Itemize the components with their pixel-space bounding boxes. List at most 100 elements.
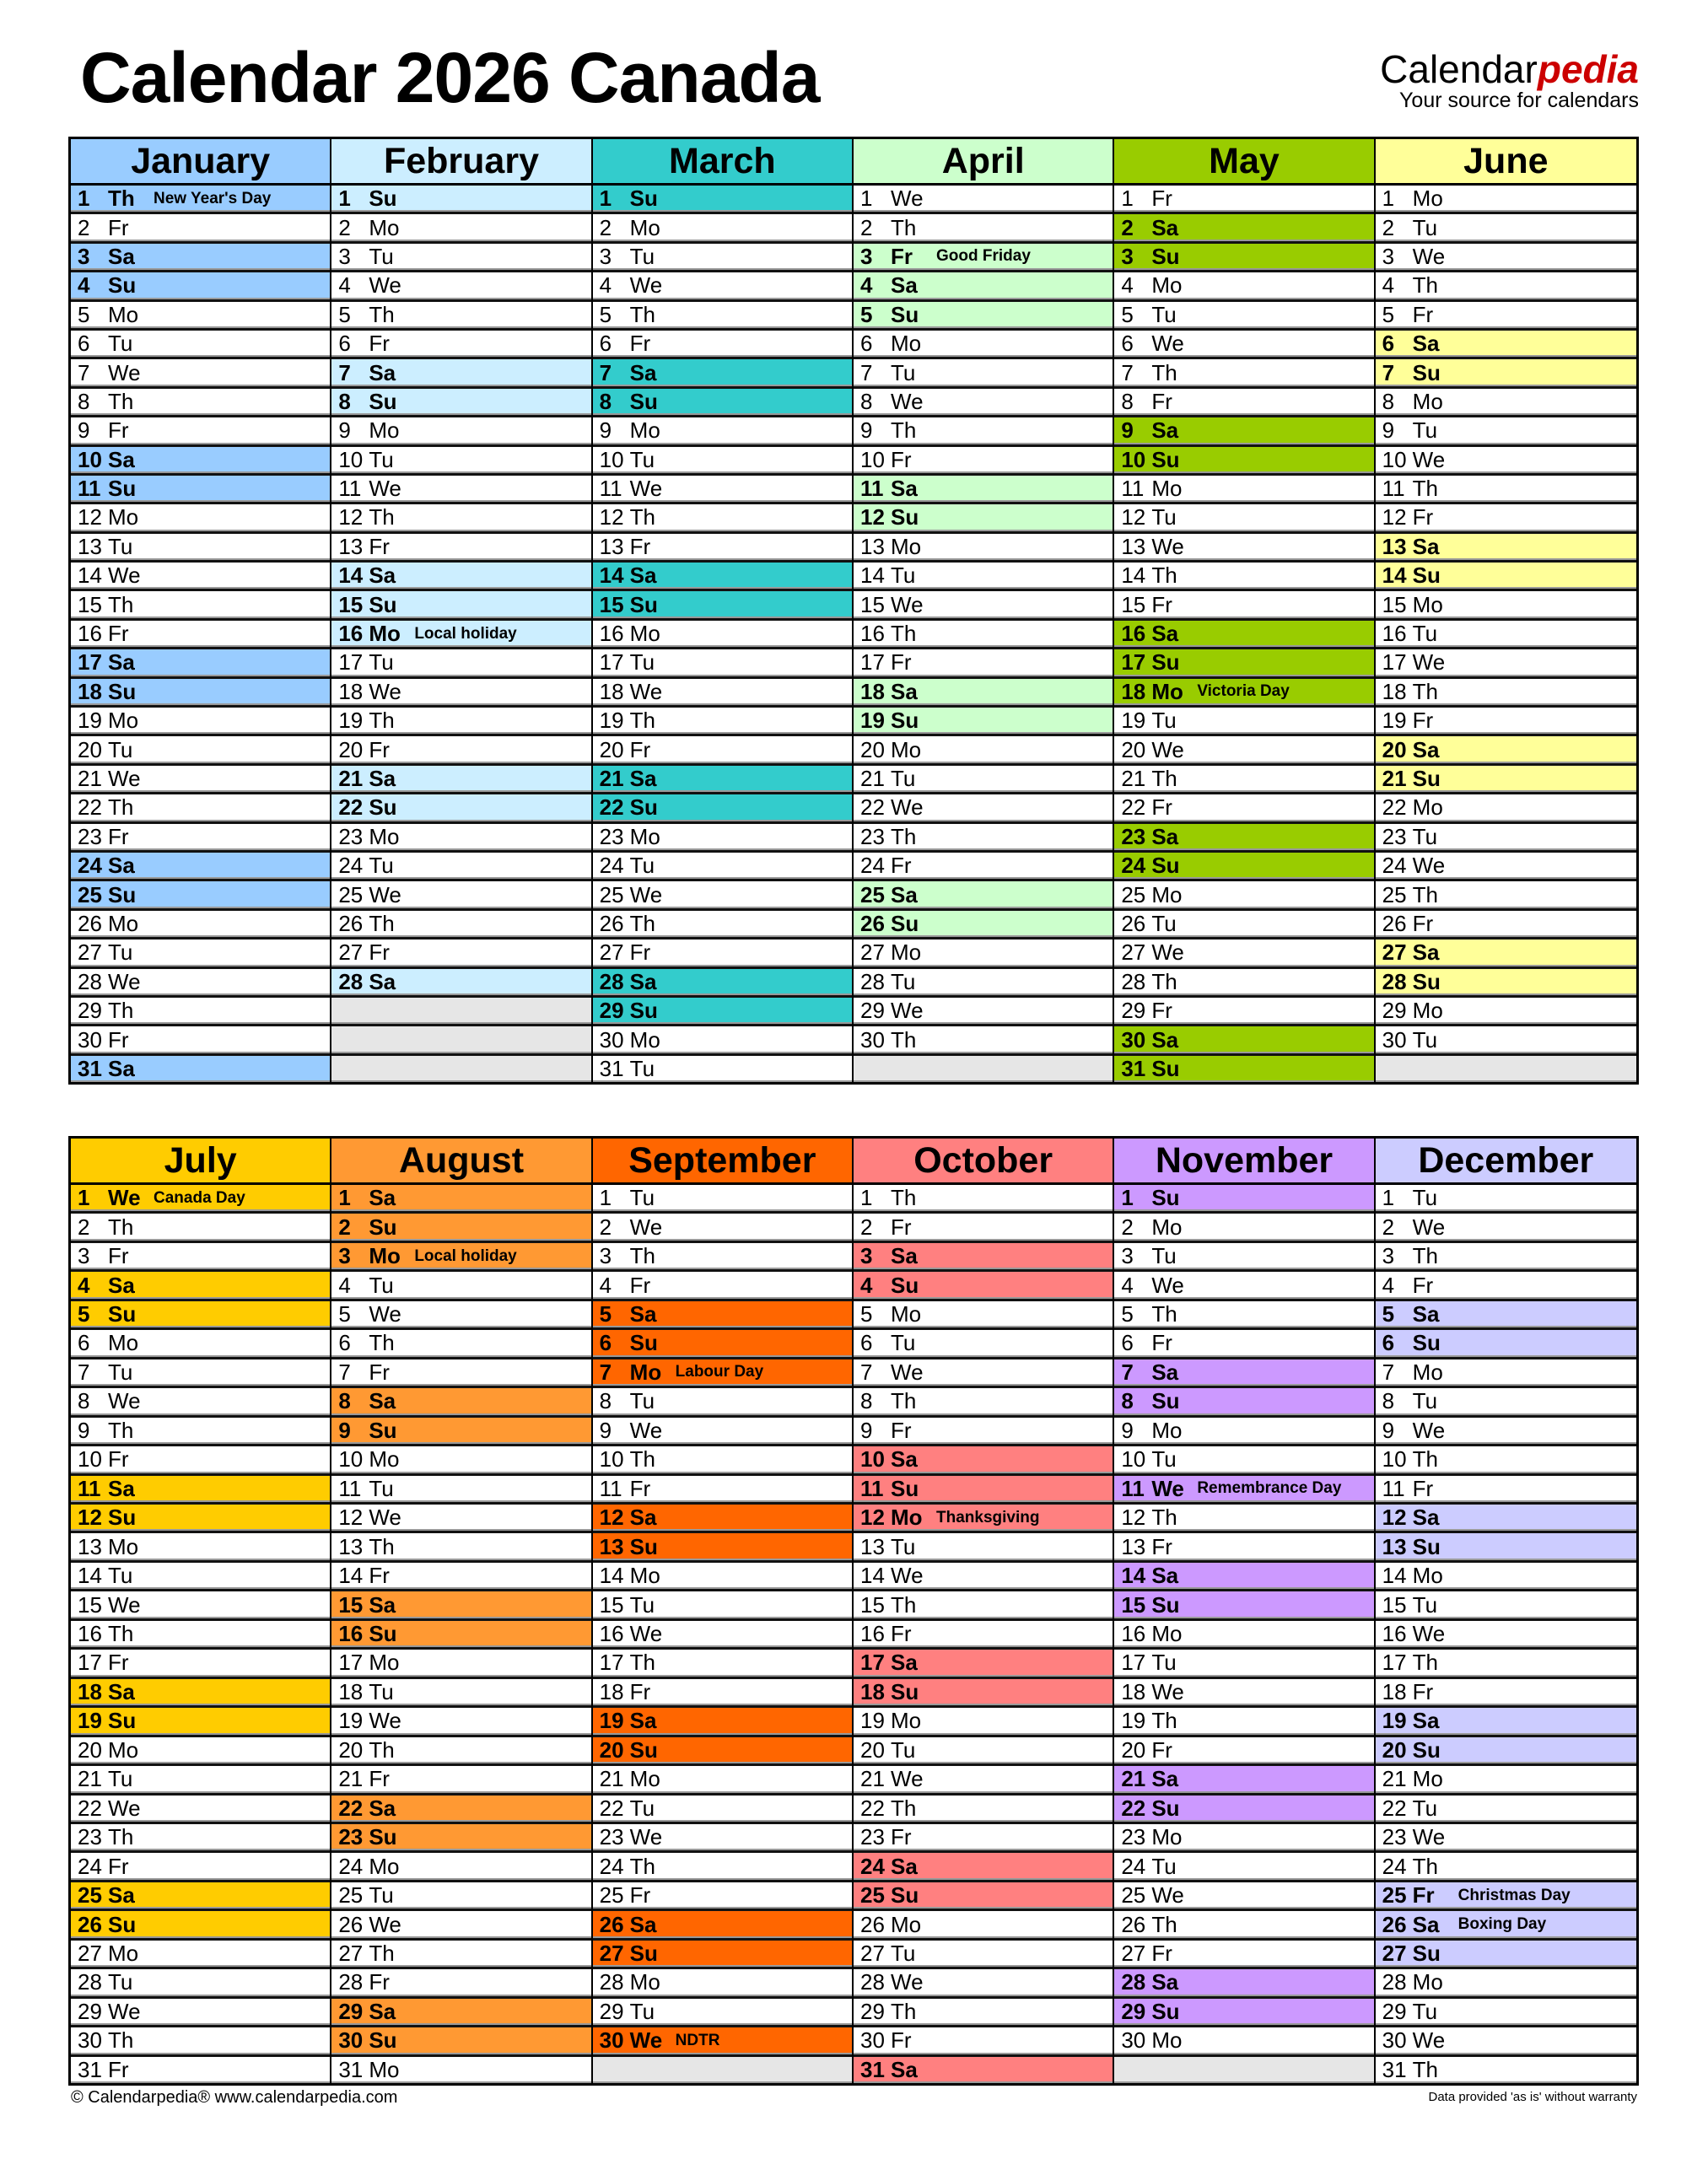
- day-cell: 27 Th: [331, 1941, 591, 1970]
- day-number: 17: [1382, 649, 1407, 676]
- weekday: Su: [629, 1941, 658, 1966]
- day-cell: 9 Fr: [854, 1418, 1113, 1447]
- day-cell: 12 Tu: [1114, 504, 1374, 534]
- day-number: 23: [338, 1824, 364, 1850]
- day-number: 8: [338, 1388, 351, 1414]
- weekday: Sa: [1151, 621, 1179, 647]
- weekday: Su: [108, 272, 137, 299]
- weekday: Mo: [1151, 1621, 1183, 1647]
- day-number: 25: [78, 881, 102, 907]
- day-number: 14: [338, 1563, 364, 1589]
- weekday: Tu: [891, 1533, 916, 1559]
- weekday: Su: [369, 2027, 397, 2054]
- weekday: Su: [108, 881, 137, 907]
- weekday: Fr: [369, 331, 390, 357]
- day-cell: 25 Th: [1375, 881, 1636, 911]
- weekday: Th: [108, 1417, 134, 1443]
- weekday: Tu: [369, 1475, 394, 1501]
- weekday: Mo: [891, 1708, 922, 1734]
- weekday: Th: [1412, 272, 1438, 299]
- weekday: Mo: [1151, 678, 1183, 704]
- day-number: 6: [860, 1330, 873, 1356]
- weekday: Th: [891, 823, 917, 849]
- page-title: Calendar 2026 Canada: [80, 38, 820, 117]
- weekday: Mo: [1412, 998, 1443, 1024]
- day-cell: 3 Th: [592, 1243, 852, 1273]
- weekday: Mo: [1412, 794, 1443, 821]
- day-cell: 2 Sa: [1114, 214, 1374, 244]
- weekday: Mo: [629, 621, 660, 647]
- day-number: 8: [599, 1388, 612, 1414]
- day-number: 23: [599, 823, 624, 849]
- weekday: Fr: [629, 1272, 651, 1298]
- weekday: Mo: [1412, 1359, 1443, 1385]
- day-cell: 18 Tu: [331, 1679, 591, 1709]
- day-cell: 13 Tu: [854, 1533, 1113, 1563]
- day-number: 10: [1382, 1446, 1407, 1473]
- day-cell: 21 Sa: [331, 765, 591, 795]
- weekday: Sa: [369, 1795, 396, 1821]
- day-cell: 30 We: [1375, 2027, 1636, 2057]
- day-number: 18: [860, 1678, 885, 1704]
- weekday: Th: [369, 1330, 395, 1356]
- day-cell: 1 Fr: [1114, 186, 1374, 215]
- day-cell: 26 Th: [592, 911, 852, 940]
- day-number: 14: [599, 1563, 624, 1589]
- weekday: Tu: [1151, 708, 1177, 734]
- day-number: 20: [338, 1736, 364, 1763]
- day-number: 25: [338, 881, 364, 907]
- weekday: Mo: [629, 214, 660, 240]
- day-cell: 16 Fr: [854, 1621, 1113, 1650]
- logo-brand: Calendarpedia: [1380, 49, 1639, 89]
- weekday: Su: [629, 1330, 658, 1356]
- day-number: 16: [1121, 1621, 1146, 1647]
- day-number: 1: [338, 186, 351, 212]
- day-cell: 1 Mo: [1375, 186, 1636, 215]
- day-number: 22: [78, 1795, 102, 1821]
- weekday: Fr: [629, 1882, 651, 1909]
- day-cell: 27 Su: [1375, 1940, 1636, 1970]
- day-number: 27: [860, 940, 885, 966]
- day-number: 28: [78, 968, 102, 994]
- day-cell: 31 Th: [1376, 2057, 1636, 2083]
- day-number: 7: [338, 359, 351, 385]
- weekday: Th: [369, 910, 395, 936]
- day-number: 1: [78, 186, 90, 212]
- day-cell: 3 Tu: [592, 244, 852, 273]
- weekday: Fr: [891, 446, 912, 472]
- day-cell: 18 Th: [1375, 679, 1636, 708]
- day-cell: 18 We: [331, 679, 591, 708]
- day-number: 2: [1121, 1214, 1134, 1240]
- weekday: Su: [1412, 1941, 1441, 1966]
- day-cell: 14 We: [854, 1563, 1113, 1592]
- weekday: Tu: [1412, 417, 1438, 444]
- day-number: 12: [860, 1505, 885, 1531]
- day-cell: 22 Tu: [1375, 1796, 1636, 1824]
- weekday: Tu: [1412, 1185, 1438, 1211]
- day-number: 30: [1121, 1026, 1146, 1053]
- day-number: 14: [1121, 1563, 1146, 1589]
- weekday: Th: [1151, 1911, 1177, 1937]
- day-number: 27: [338, 1941, 364, 1966]
- day-cell: 6 Su: [1375, 1330, 1636, 1359]
- day-cell: 25 We: [331, 881, 591, 911]
- day-cell: 29 Su: [1114, 1998, 1374, 2028]
- day-number: 20: [599, 736, 624, 762]
- weekday: Sa: [891, 476, 918, 502]
- day-cell: 8 We: [71, 1388, 331, 1418]
- weekday: Sa: [1151, 1026, 1179, 1053]
- weekday: We: [891, 794, 924, 821]
- day-cell: 19 Mo: [71, 708, 331, 737]
- weekday: We: [629, 272, 663, 299]
- day-number: 25: [1382, 1882, 1407, 1909]
- day-cell: 3 We: [1375, 244, 1636, 273]
- day-cell: 27 Su: [592, 1940, 852, 1970]
- holiday-day-cell: 30 We NDTR: [592, 2027, 852, 2057]
- day-cell: 9 Sa: [1114, 417, 1374, 447]
- day-number: 20: [1382, 1736, 1407, 1763]
- day-number: 14: [78, 563, 102, 589]
- month-july: July 1 We Canada Day 2 Th 3 Fr 4 Sa 5 Su 6 Mo 7 Tu 8 We 9 T…: [71, 1139, 332, 2083]
- weekday: Mo: [108, 1736, 139, 1763]
- weekday: Sa: [891, 1853, 918, 1879]
- weekday: Su: [629, 1533, 658, 1559]
